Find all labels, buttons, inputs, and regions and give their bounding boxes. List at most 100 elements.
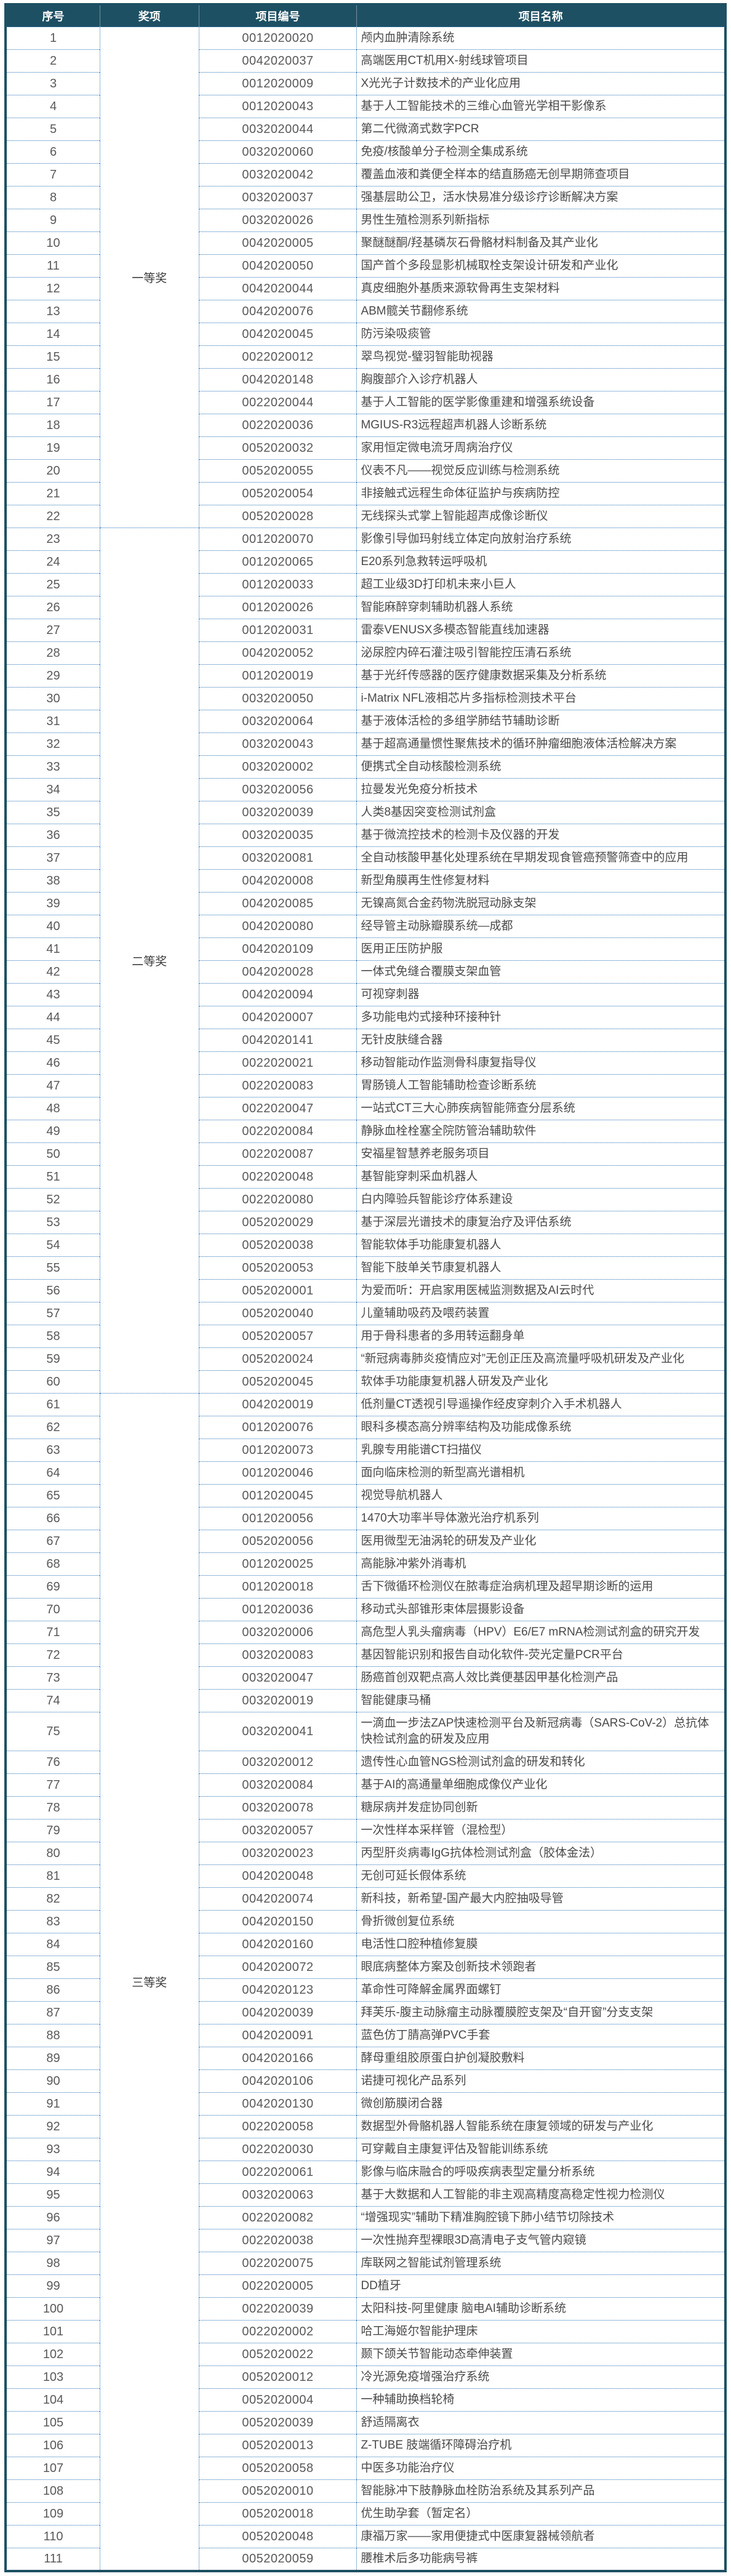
table-row: 105 0052020039 舒适隔离衣 [6,2411,725,2434]
code-cell: 0022020002 [198,2320,357,2343]
name-cell: 泌尿腔内碎石灌注吸引智能控压清石系统 [356,641,725,665]
serial-cell: 69 [6,1575,100,1599]
code-cell: 0052020032 [198,436,357,460]
name-cell: 丙型肝炎病毒IgG抗体检测试剂盒（胶体金法） [356,1842,725,1865]
serial-cell: 7 [6,163,100,187]
name-cell: Z-TUBE 肢端循环障碍治疗机 [356,2434,725,2457]
code-cell: 0012020019 [198,664,357,688]
code-cell: 0042020072 [198,1956,357,1979]
code-cell: 0022020012 [198,345,357,369]
table-row: 109 0052020018 优生助孕套（暂定名） [6,2502,725,2526]
header-row: 序号 奖项 项目编号 项目名称 [6,4,725,27]
serial-cell: 108 [6,2479,100,2503]
table-row: 52 0022020080 白内障验兵智能诊疗体系建设 [6,1188,725,1211]
code-cell: 0042020106 [198,2069,357,2093]
code-cell: 0052020029 [198,1211,357,1234]
table-row: 47 0022020083 胃肠镜人工智能辅助检查诊断系统 [6,1074,725,1097]
table-row: 86 0042020123 革命性可降解金属界面螺钉 [6,1978,725,2002]
code-cell: 0012020018 [198,1575,357,1599]
table-row: 4 0012020043 基于人工智能技术的三维心血管光学相干影像系 [6,95,725,118]
serial-cell: 93 [6,2138,100,2161]
name-cell: 可视穿刺器 [356,983,725,1006]
name-cell: 革命性可降解金属界面螺钉 [356,1978,725,2002]
table-row: 2 0042020037 高端医用CT机用X-射线球管项目 [6,49,725,73]
code-cell: 0012020009 [198,72,357,95]
code-cell: 0052020024 [198,1347,357,1371]
table-row: 68 0012020025 高能脉冲紫外消毒机 [6,1552,725,1576]
serial-cell: 80 [6,1842,100,1865]
table-row: 17 0022020044 基于人工智能的医学影像重建和增强系统设备 [6,391,725,414]
table-row: 49 0022020084 静脉血栓栓塞全院防管治辅助软件 [6,1120,725,1143]
name-cell: 胃肠镜人工智能辅助检查诊断系统 [356,1074,725,1097]
name-cell: 雷泰VENUSX多模态智能直线加速器 [356,619,725,642]
serial-cell: 12 [6,277,100,300]
table-row: 72 0032020083 基因智能识别和报告自动化软件-荧光定量PCR平台 [6,1643,725,1667]
table-row: 110 0052020048 康福万家——家用便捷式中医康复器械领航者 [6,2525,725,2548]
table-row: 76 0032020012 遗传性心血管NGS检测试剂盒的研发和转化 [6,1751,725,1774]
serial-cell: 57 [6,1302,100,1325]
name-cell: 胸腹部介入诊疗机器人 [356,368,725,391]
code-cell: 0052020059 [198,2548,357,2571]
name-cell: 非接触式远程生命体征监护与疾病防控 [356,482,725,505]
name-cell: 无线探头式掌上智能超声成像诊断仪 [356,505,725,528]
serial-cell: 51 [6,1165,100,1189]
code-cell: 0032020039 [198,801,357,824]
serial-cell: 81 [6,1864,100,1888]
serial-cell: 86 [6,1978,100,2002]
name-cell: 糖尿病并发症协同创新 [356,1796,725,1820]
serial-cell: 64 [6,1461,100,1485]
serial-cell: 33 [6,755,100,779]
serial-cell: 77 [6,1773,100,1797]
table-row: 35 0032020039 人类8基因突变检测试剂盒 [6,801,725,824]
name-cell: 一种辅助换档轮椅 [356,2388,725,2412]
name-cell: 影像引导伽玛射线立体定向放射治疗系统 [356,528,725,551]
serial-cell: 55 [6,1256,100,1280]
serial-cell: 73 [6,1666,100,1690]
serial-cell: 91 [6,2092,100,2116]
code-cell: 0052020056 [198,1530,357,1553]
award-cell: 三等奖 [100,1393,199,2571]
name-cell: 静脉血栓栓塞全院防管治辅助软件 [356,1120,725,1143]
code-cell: 0022020048 [198,1165,357,1189]
code-cell: 0042020048 [198,1864,357,1888]
code-cell: 0052020010 [198,2479,357,2503]
name-cell: 男性生殖检测系列新指标 [356,209,725,232]
code-cell: 0032020043 [198,732,357,756]
name-cell: 智能健康马桶 [356,1689,725,1712]
code-cell: 0052020039 [198,2411,357,2434]
code-cell: 0032020084 [198,1773,357,1797]
table-row: 88 0042020091 蓝色仿丁腈高弹PVC手套 [6,2024,725,2047]
code-cell: 0012020076 [198,1416,357,1439]
serial-cell: 109 [6,2502,100,2526]
serial-cell: 72 [6,1643,100,1667]
code-cell: 0032020042 [198,163,357,187]
code-cell: 0042020007 [198,1006,357,1029]
name-cell: 蓝色仿丁腈高弹PVC手套 [356,2024,725,2047]
table-row: 89 0042020166 酵母重组胶原蛋白护创凝胶敷料 [6,2047,725,2070]
table-row: 74 0032020019 智能健康马桶 [6,1689,725,1712]
table-row: 43 0042020094 可视穿刺器 [6,983,725,1006]
code-cell: 0022020036 [198,414,357,437]
name-cell: 用于骨科患者的多用转运翻身单 [356,1325,725,1348]
serial-cell: 15 [6,345,100,369]
code-cell: 0012020043 [198,95,357,118]
name-cell: 一次性抛弃型裸眼3D高清电子支气管内窥镜 [356,2229,725,2252]
column-header-name: 项目名称 [356,4,725,27]
serial-cell: 34 [6,778,100,801]
table-row: 18 0022020036 MGIUS-R3远程超声机器人诊断系统 [6,414,725,437]
name-cell: 基于微流控技术的检测卡及仪器的开发 [356,824,725,847]
name-cell: 软体手功能康复机器人研发及产业化 [356,1370,725,1394]
code-cell: 0052020057 [198,1325,357,1348]
code-cell: 0032020035 [198,824,357,847]
code-cell: 0022020047 [198,1097,357,1120]
code-cell: 0012020065 [198,550,357,574]
serial-cell: 20 [6,459,100,483]
table-row: 15 0022020012 翠鸟视觉-璧羽智能助视器 [6,345,725,369]
name-cell: 家用恒定微电流牙周病治疗仪 [356,436,725,460]
serial-cell: 19 [6,436,100,460]
table-row: 79 0032020057 一次性样本采样管（混检型） [6,1819,725,1842]
table-row: 56 0052020001 为爱而听：开启家用医械监测数据及AI云时代 [6,1279,725,1302]
code-cell: 0052020054 [198,482,357,505]
table-row: 13 0042020076 ABM髋关节翻修系统 [6,300,725,323]
table-row: 63 0012020073 乳腺专用能谱CT扫描仪 [6,1438,725,1462]
